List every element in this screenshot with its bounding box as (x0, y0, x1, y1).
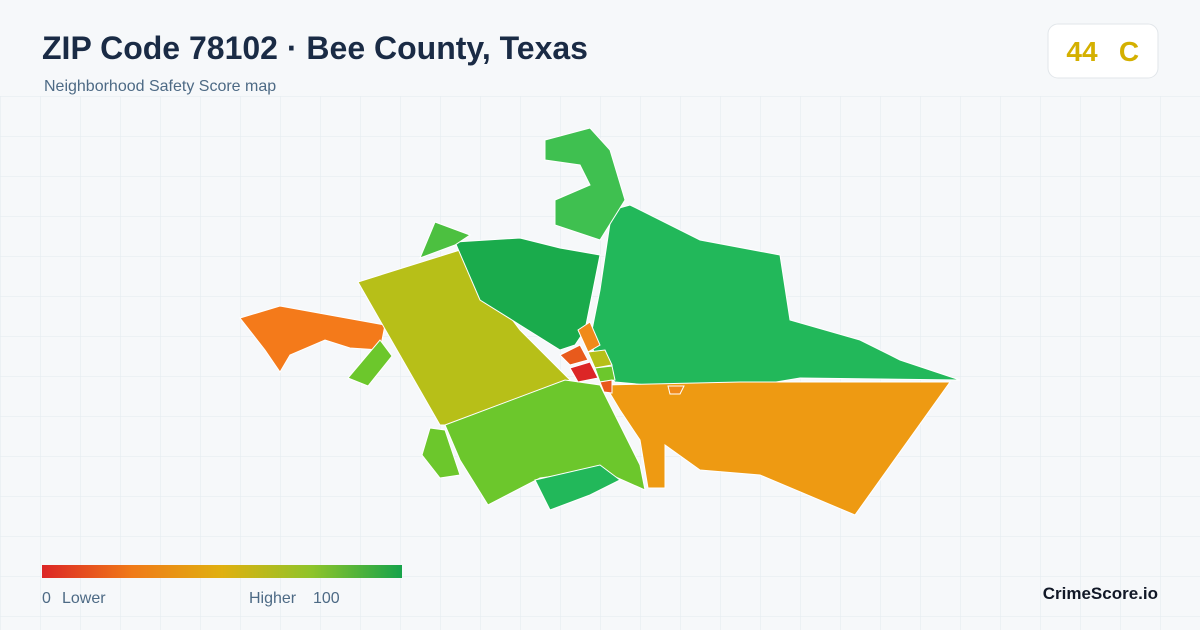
region (454, 237, 601, 351)
score-grade: C (1119, 36, 1139, 67)
region (419, 221, 472, 259)
score-value: 44 (1066, 36, 1098, 67)
region (599, 379, 613, 394)
legend-max: 100 (313, 590, 340, 607)
region (604, 381, 951, 516)
region (239, 305, 386, 373)
region (587, 349, 613, 369)
score-badge (1047, 23, 1159, 79)
region (534, 464, 621, 511)
brand: CrimeScore.io (1043, 584, 1158, 603)
region (544, 127, 626, 241)
legend-min: 0 (42, 590, 51, 607)
region (421, 427, 461, 479)
region-map (239, 127, 961, 516)
subtitle: Neighborhood Safety Score map (44, 78, 276, 95)
legend-high-label: Higher (249, 590, 297, 607)
region (667, 385, 685, 395)
region (569, 361, 599, 383)
region (559, 344, 589, 366)
region (444, 379, 646, 506)
legend-low-label: Lower (62, 590, 106, 607)
region (347, 339, 393, 387)
title: ZIP Code 78102 · Bee County, Texas (42, 30, 588, 66)
region (577, 321, 601, 353)
region (594, 365, 616, 383)
legend-scale (42, 565, 402, 578)
